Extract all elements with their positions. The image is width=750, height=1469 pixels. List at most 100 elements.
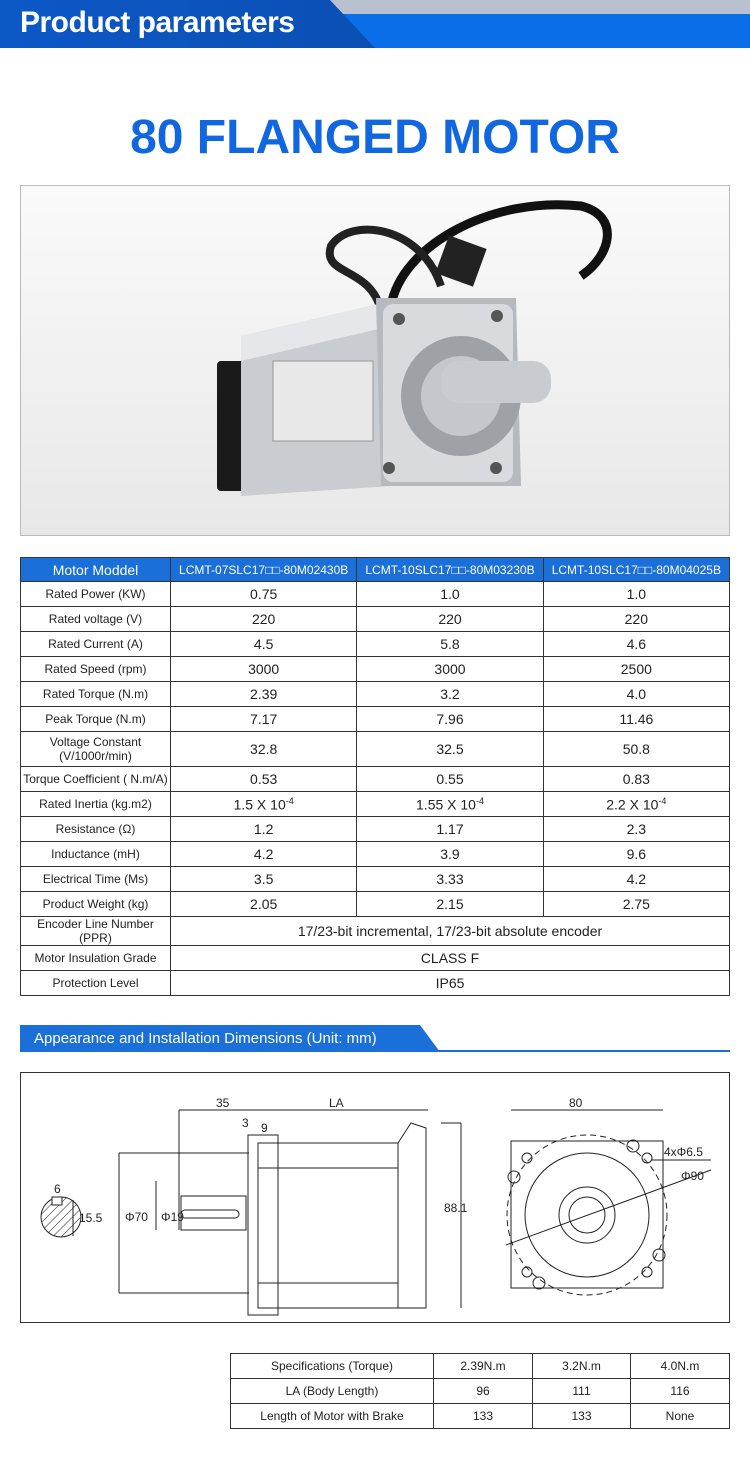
header-banner: Product parameters bbox=[0, 0, 750, 48]
dim-width: 80 bbox=[569, 1096, 583, 1110]
header-cell: Specifications (Torque) bbox=[230, 1353, 434, 1379]
table-row: Electrical Time (Ms) 3.5 3.33 4.2 bbox=[20, 866, 731, 892]
header-cell: 3.2N.m bbox=[532, 1353, 631, 1379]
product-title: 80 FLANGED MOTOR bbox=[130, 111, 620, 164]
cell-value: 1.55 X 10-4 bbox=[356, 791, 544, 817]
dim-key: 6 bbox=[54, 1182, 61, 1196]
cell-value: 2.2 X 10-4 bbox=[542, 791, 731, 817]
cell-value: 220 bbox=[169, 606, 358, 632]
cell-value: 2.15 bbox=[356, 891, 544, 917]
table-row: Voltage Constant (V/1000r/min) 32.8 32.5 50… bbox=[20, 731, 731, 767]
cell-value: 32.8 bbox=[169, 731, 358, 767]
cell-value: Length of Motor with Brake bbox=[230, 1403, 434, 1429]
dimensions-table: Specifications (Torque) 2.39N.m 3.2N.m 4… bbox=[230, 1353, 730, 1429]
row-label: Motor Insulation Grade bbox=[20, 945, 171, 971]
row-label: Protection Level bbox=[20, 970, 171, 996]
cell-value: 1.5 X 10-4 bbox=[169, 791, 358, 817]
cell-value: 1.0 bbox=[542, 581, 731, 607]
table-row: Motor Insulation Grade CLASS F bbox=[20, 945, 730, 971]
dim-holes: 4xΦ6.5 bbox=[664, 1145, 703, 1159]
cell-value: 4.2 bbox=[542, 866, 731, 892]
cell-value: 133 bbox=[433, 1403, 533, 1429]
row-label: Rated voltage (V) bbox=[20, 606, 171, 632]
header-cell: 4.0N.m bbox=[630, 1353, 730, 1379]
cell-value: 4.0 bbox=[542, 681, 731, 707]
table-row: Rated Speed (rpm) 3000 3000 2500 bbox=[20, 656, 731, 682]
cell-value: CLASS F bbox=[170, 945, 730, 971]
table-header-row: Specifications (Torque) 2.39N.m 3.2N.m 4… bbox=[230, 1353, 730, 1379]
dim-shaft-length: 35 bbox=[216, 1096, 230, 1110]
table-row: Protection Level IP65 bbox=[20, 970, 730, 996]
row-label: Rated Torque (N.m) bbox=[20, 681, 171, 707]
cell-value: 0.53 bbox=[169, 766, 358, 792]
cell-value: 0.55 bbox=[356, 766, 544, 792]
table-row: Encoder Line Number (PPR) 17/23-bit incre… bbox=[20, 916, 730, 946]
header-cell: LCMT-10SLC17□□-80M03230B bbox=[356, 557, 544, 582]
cell-value: 4.2 bbox=[169, 841, 358, 867]
header-cell: Motor Moddel bbox=[20, 557, 171, 582]
section-title: Appearance and Installation Dimensions (… bbox=[34, 1030, 377, 1047]
spec-table: Motor Moddel LCMT-07SLC17□□-80M02430B LC… bbox=[20, 557, 731, 996]
row-label: Rated Speed (rpm) bbox=[20, 656, 171, 682]
cell-value: 1.2 bbox=[169, 816, 358, 842]
table-header-row: Motor Moddel LCMT-07SLC17□□-80M02430B LC… bbox=[20, 557, 731, 582]
cell-value: 111 bbox=[532, 1378, 631, 1404]
row-label: Rated Power (KW) bbox=[20, 581, 171, 607]
dimension-drawing: 6 15.5 Φ70 Φ19 35 LA 3 9 88.1 80 4xΦ6.5 … bbox=[20, 1072, 730, 1323]
header-title: Product parameters bbox=[20, 6, 295, 39]
row-label: Peak Torque (N.m) bbox=[20, 706, 171, 732]
row-label: Voltage Constant (V/1000r/min) bbox=[20, 731, 171, 767]
dim-shaft-dia: Φ19 bbox=[161, 1210, 184, 1224]
cell-value: 32.5 bbox=[356, 731, 544, 767]
cell-value: 50.8 bbox=[542, 731, 731, 767]
table-row: Peak Torque (N.m) 7.17 7.96 11.46 bbox=[20, 706, 731, 732]
dim-flange-dia: Φ70 bbox=[125, 1210, 148, 1224]
cell-value: 4.5 bbox=[169, 631, 358, 657]
cell-value: 1.0 bbox=[356, 581, 544, 607]
motor-photo bbox=[20, 185, 730, 536]
exponent: -4 bbox=[658, 795, 667, 806]
cell-value: 0.83 bbox=[542, 766, 731, 792]
cell-value: IP65 bbox=[170, 970, 730, 996]
header-cell: LCMT-10SLC17□□-80M04025B bbox=[542, 557, 731, 582]
cell-value: 2.39 bbox=[169, 681, 358, 707]
row-label: Torque Coefficient ( N.m/A) bbox=[20, 766, 171, 792]
table-row: LA (Body Length) 96 111 116 bbox=[230, 1378, 730, 1404]
section-header: Appearance and Installation Dimensions (… bbox=[20, 1025, 730, 1052]
header-cell: 2.39N.m bbox=[433, 1353, 533, 1379]
cell-value: 7.96 bbox=[356, 706, 544, 732]
table-row: Rated Power (KW) 0.75 1.0 1.0 bbox=[20, 581, 731, 607]
cell-value: 4.6 bbox=[542, 631, 731, 657]
row-label: Product Weight (kg) bbox=[20, 891, 171, 917]
cell-value: 3.33 bbox=[356, 866, 544, 892]
dim-key-height: 15.5 bbox=[79, 1211, 103, 1225]
dim-body-length: LA bbox=[329, 1096, 344, 1110]
dim-3: 3 bbox=[242, 1116, 249, 1130]
cell-value: 0.75 bbox=[169, 581, 358, 607]
cell-value: 2500 bbox=[542, 656, 731, 682]
cell-value: None bbox=[630, 1403, 730, 1429]
cell-value: 116 bbox=[630, 1378, 730, 1404]
dim-9: 9 bbox=[261, 1121, 268, 1135]
row-label: Electrical Time (Ms) bbox=[20, 866, 171, 892]
cell-value: 1.17 bbox=[356, 816, 544, 842]
table-row: Length of Motor with Brake 133 133 None bbox=[230, 1403, 730, 1429]
cell-value: 96 bbox=[433, 1378, 533, 1404]
table-row: Inductance (mH) 4.2 3.9 9.6 bbox=[20, 841, 731, 867]
cell-value: 2.75 bbox=[542, 891, 731, 917]
row-label: Inductance (mH) bbox=[20, 841, 171, 867]
cell-value: 9.6 bbox=[542, 841, 731, 867]
cell-value: 3000 bbox=[356, 656, 544, 682]
cell-value: 11.46 bbox=[542, 706, 731, 732]
table-row: Product Weight (kg) 2.05 2.15 2.75 bbox=[20, 891, 731, 917]
header-cell: LCMT-07SLC17□□-80M02430B bbox=[169, 557, 358, 582]
table-row: Torque Coefficient ( N.m/A) 0.53 0.55 0.83 bbox=[20, 766, 731, 792]
row-label: Resistance (Ω) bbox=[20, 816, 171, 842]
exponent: -4 bbox=[285, 795, 294, 806]
cell-value: LA (Body Length) bbox=[230, 1378, 434, 1404]
cell-value: 220 bbox=[542, 606, 731, 632]
table-row: Resistance (Ω) 1.2 1.17 2.3 bbox=[20, 816, 731, 842]
cell-value: 3000 bbox=[169, 656, 358, 682]
row-label: Encoder Line Number (PPR) bbox=[20, 916, 171, 946]
table-row: Rated Torque (N.m) 2.39 3.2 4.0 bbox=[20, 681, 731, 707]
